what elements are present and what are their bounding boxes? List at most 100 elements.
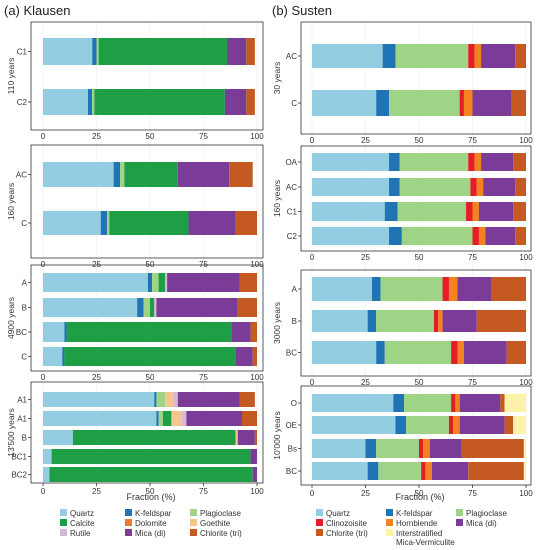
bar-segment-10-000-years-o-plag bbox=[404, 394, 452, 412]
x-tick-label: 25 bbox=[92, 132, 101, 141]
facet-frame bbox=[300, 21, 532, 135]
x-tick-label: 100 bbox=[250, 260, 264, 269]
bar-segment-160-years-ac-chlorite bbox=[229, 162, 253, 187]
legend-swatch-chlorite-tri bbox=[316, 529, 323, 536]
bar-segment-160-years-c1-plag bbox=[397, 202, 467, 221]
klausen-x-axis-label: Fraction (%) bbox=[126, 492, 175, 502]
bar-segment-10-000-years-bc-hornblende bbox=[425, 462, 432, 480]
bar-segment-13-500-years-a1-quartz bbox=[43, 411, 157, 426]
bar-segment-160-years-oa-clinozoisite bbox=[468, 153, 475, 171]
bar-segment-110-years-c2-calcite bbox=[94, 89, 225, 115]
susten-legend: Quartz K-feldspar Plagioclase Clinozoisite H… bbox=[316, 509, 507, 547]
bar-segment-110-years-c2-kfeld bbox=[87, 89, 93, 115]
bar-segment-3000-years-bc-kfeld bbox=[376, 341, 385, 364]
bar-segment-4900-years-a-plag bbox=[152, 273, 159, 292]
legend-label-hornblende: Hornblende bbox=[396, 519, 438, 528]
legend-swatch-hornblende bbox=[386, 519, 393, 526]
bar-segment-3000-years-a-clinozoisite bbox=[442, 277, 449, 301]
facet-frame bbox=[30, 264, 264, 372]
bar-segment-4900-years-a-quartz bbox=[43, 273, 148, 292]
legend-swatch-plagioclase bbox=[456, 509, 463, 516]
x-tick-label: 100 bbox=[519, 136, 533, 145]
bar-segment-10-000-years-bc-mica bbox=[431, 462, 469, 480]
legend-label-chlorite-tri: Chlorite (tri) bbox=[200, 529, 242, 538]
bar-segment-110-years-c2-chlorite bbox=[246, 89, 255, 115]
x-tick-label: 100 bbox=[519, 489, 533, 498]
bar-segment-13-500-years-bc1-mica bbox=[250, 449, 257, 464]
bar-segment-30-years-c-hornblende bbox=[463, 90, 473, 116]
bar-segment-160-years-ac-calcite bbox=[124, 162, 178, 187]
bar-segment-30-years-ac-mica bbox=[481, 44, 516, 68]
category-label: C2 bbox=[287, 232, 298, 241]
bar-segment-13-500-years-a1-mica bbox=[186, 411, 243, 426]
bar-segment-4900-years-c-quartz bbox=[43, 347, 63, 366]
bar-segment-4900-years-b-mica bbox=[156, 298, 238, 317]
x-tick-label: 0 bbox=[41, 487, 46, 496]
facet-frame bbox=[300, 145, 532, 252]
x-tick-label: 0 bbox=[41, 260, 46, 269]
x-tick-label: 50 bbox=[146, 132, 155, 141]
bar-segment-160-years-c2-mica bbox=[485, 227, 516, 245]
bar-segment-13-500-years-b-chlorite bbox=[254, 430, 257, 445]
bar-segment-160-years-c2-plag bbox=[401, 227, 473, 245]
legend-label-plagioclase: Plagioclase bbox=[200, 509, 241, 518]
bar-segment-160-years-c-chlorite bbox=[235, 211, 257, 235]
bar-segment-160-years-c1-mica bbox=[478, 202, 514, 221]
bar-segment-4900-years-b-calcite bbox=[150, 298, 155, 317]
bar-segment-10-000-years-bs-chlorite bbox=[461, 439, 524, 458]
bar-segment-4900-years-c-chlorite bbox=[252, 347, 257, 366]
legend-swatch-quartz bbox=[60, 509, 67, 516]
bar-segment-160-years-ac-mica bbox=[177, 162, 230, 187]
bar-segment-10-000-years-bc-imv bbox=[523, 462, 526, 480]
x-tick-label: 25 bbox=[92, 373, 101, 382]
bar-segment-30-years-c-quartz bbox=[312, 90, 377, 116]
bar-segment-10-000-years-o-kfeld bbox=[393, 394, 405, 412]
bar-segment-110-years-c2-quartz bbox=[43, 89, 88, 115]
legend-swatch-k-feldspar bbox=[386, 509, 393, 516]
group-label-30-years: 30 years bbox=[272, 62, 282, 95]
legend-label-quartz: Quartz bbox=[70, 509, 94, 518]
group-label-160-years: 160 years bbox=[272, 180, 282, 217]
bar-segment-3000-years-b-chlorite bbox=[476, 310, 526, 332]
legend-label-interstratified-mica-vermiculite: Interstratified Mica-Vermiculite bbox=[396, 529, 455, 547]
legend-label-rutile: Rutile bbox=[70, 529, 91, 538]
bar-segment-160-years-c2-hornblende bbox=[478, 227, 486, 245]
bar-segment-30-years-c-plag bbox=[389, 90, 460, 116]
x-tick-label: 50 bbox=[146, 260, 155, 269]
bar-segment-160-years-oa-mica bbox=[481, 153, 514, 171]
bar-segment-4900-years-bc-quartz bbox=[43, 322, 65, 342]
x-tick-label: 50 bbox=[415, 253, 424, 262]
x-tick-label: 25 bbox=[361, 489, 370, 498]
x-tick-label: 25 bbox=[92, 260, 101, 269]
bar-segment-10-000-years-bs-imv bbox=[523, 439, 526, 458]
bar-segment-10-000-years-bs-plag bbox=[376, 439, 419, 458]
bar-segment-3000-years-b-plag bbox=[376, 310, 434, 332]
bar-segment-3000-years-a-hornblende bbox=[448, 277, 458, 301]
legend-swatch-calcite bbox=[60, 519, 67, 526]
bar-segment-110-years-c1-mica bbox=[227, 38, 247, 65]
bar-segment-4900-years-b-plag bbox=[143, 298, 150, 317]
category-label: B bbox=[22, 304, 27, 313]
facet-frame bbox=[30, 21, 264, 131]
bar-segment-10-000-years-oe-clinozoisite bbox=[448, 416, 454, 434]
legend-swatch-mica-di bbox=[125, 529, 132, 536]
bar-segment-10-000-years-oe-mica bbox=[459, 416, 505, 434]
x-tick-label: 75 bbox=[199, 373, 208, 382]
bar-segment-4900-years-a-kfeld bbox=[147, 273, 153, 292]
category-label: AC bbox=[286, 183, 297, 192]
bar-segment-13-500-years-a1-chlorite bbox=[242, 411, 257, 426]
facet-frame bbox=[30, 144, 264, 259]
bar-segment-3000-years-a-mica bbox=[457, 277, 492, 301]
bar-segment-10-000-years-o-mica bbox=[459, 394, 501, 412]
legend-swatch-plagioclase bbox=[190, 509, 197, 516]
x-tick-label: 50 bbox=[146, 487, 155, 496]
klausen-legend: Quartz K-feldspar Plagioclase Calcite Dolomi… bbox=[60, 509, 242, 538]
legend-label-calcite: Calcite bbox=[70, 519, 95, 528]
bar-segment-4900-years-a-chlorite bbox=[239, 273, 257, 292]
bar-segment-4900-years-b-rutile bbox=[154, 298, 157, 317]
facet-frame bbox=[30, 381, 264, 484]
bar-segment-13-500-years-a1-mica bbox=[177, 392, 240, 407]
category-label: BC bbox=[16, 328, 27, 337]
x-tick-label: 75 bbox=[199, 487, 208, 496]
bar-segment-4900-years-a-calcite bbox=[158, 273, 165, 292]
